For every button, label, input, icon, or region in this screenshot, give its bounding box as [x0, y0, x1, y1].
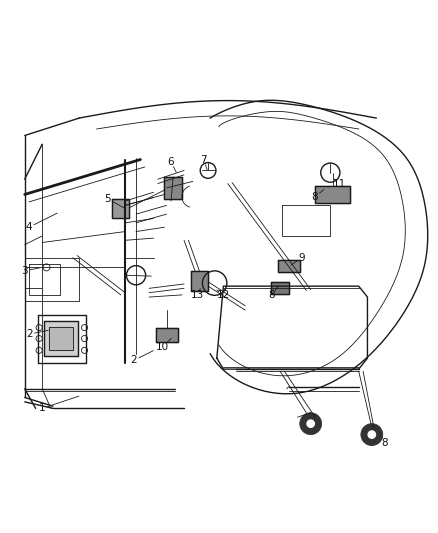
Text: 4: 4 [26, 222, 32, 232]
Polygon shape [112, 199, 130, 219]
Text: 11: 11 [332, 179, 346, 189]
Text: 8: 8 [312, 192, 318, 201]
Text: 2: 2 [131, 356, 137, 365]
Polygon shape [315, 185, 350, 203]
Polygon shape [164, 177, 182, 199]
Circle shape [300, 413, 321, 434]
Circle shape [306, 419, 315, 428]
Polygon shape [191, 271, 208, 290]
Text: 13: 13 [191, 290, 204, 300]
Text: 8: 8 [268, 290, 275, 300]
Text: 9: 9 [299, 253, 305, 263]
Text: 8: 8 [381, 438, 388, 448]
Text: 12: 12 [217, 290, 230, 300]
Circle shape [367, 430, 376, 439]
Text: 10: 10 [155, 342, 169, 352]
Text: 5: 5 [104, 194, 111, 204]
Polygon shape [49, 327, 73, 350]
Circle shape [361, 424, 383, 446]
Polygon shape [44, 321, 78, 356]
Text: 7: 7 [201, 155, 207, 165]
Polygon shape [155, 328, 177, 342]
Polygon shape [278, 260, 300, 272]
Text: 1: 1 [39, 403, 46, 414]
Text: 3: 3 [21, 266, 28, 276]
Text: 6: 6 [168, 157, 174, 167]
Polygon shape [272, 282, 289, 294]
Text: 2: 2 [26, 329, 32, 339]
